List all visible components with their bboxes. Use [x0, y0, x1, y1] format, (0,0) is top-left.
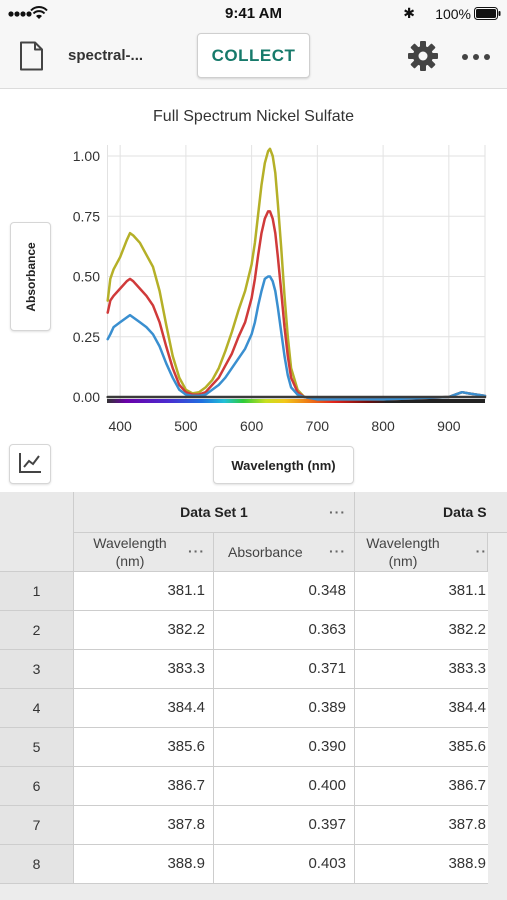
row-index[interactable]: 8	[0, 845, 74, 884]
table-cell[interactable]: 381.1	[355, 572, 488, 611]
file-name[interactable]: spectral-...	[68, 47, 144, 64]
signal-icon	[8, 11, 32, 17]
table-cell[interactable]: 384.4	[355, 689, 488, 728]
gear-icon[interactable]	[407, 40, 439, 72]
spectrum-chart[interactable]: 400 500 600 700 800 900 0.00 0.25 0.50 0.75 1.00	[0, 130, 507, 440]
row-index[interactable]: 3	[0, 650, 74, 689]
toolbar: spectral-... COLLECT	[0, 28, 507, 89]
column-label: Wavelength (nm)	[93, 535, 167, 569]
series-line	[106, 210, 487, 401]
status-bar: 9:41 AM ✱ 100%	[0, 0, 507, 28]
column-header[interactable]: Wavelength (nm) ··	[355, 533, 488, 572]
dataset-header[interactable]: Data Set 1 ···	[74, 492, 355, 533]
collect-button[interactable]: COLLECT	[197, 33, 310, 78]
table-cell[interactable]: 386.7	[74, 767, 214, 806]
y-tick-label: 0.50	[73, 269, 100, 285]
table-cell[interactable]: 388.9	[74, 845, 214, 884]
column-label: Wavelength (nm)	[366, 535, 440, 569]
x-tick-label: 400	[108, 418, 132, 434]
y-tick-label: 0.25	[73, 329, 100, 345]
dataset-more-icon[interactable]: ···	[329, 504, 346, 520]
status-time: 9:41 AM	[225, 5, 282, 22]
battery-percent: 100%	[435, 6, 471, 22]
x-tick-label: 600	[240, 418, 264, 434]
bluetooth-icon: ✱	[403, 5, 415, 21]
table-cell[interactable]: 387.8	[74, 806, 214, 845]
table-cell[interactable]: 386.7	[355, 767, 488, 806]
table-cell[interactable]: 0.371	[214, 650, 355, 689]
y-tick-label: 1.00	[73, 148, 100, 164]
series-line	[106, 275, 487, 401]
table-cell[interactable]: 384.4	[74, 689, 214, 728]
wifi-icon	[30, 6, 48, 19]
row-index[interactable]: 7	[0, 806, 74, 845]
row-index[interactable]: 2	[0, 611, 74, 650]
row-index[interactable]: 1	[0, 572, 74, 611]
graph-tool-icon	[19, 452, 41, 473]
table-cell[interactable]: 0.348	[214, 572, 355, 611]
y-tick-label: 0.00	[73, 389, 100, 405]
dataset-name: Data S	[443, 504, 487, 520]
table-cell[interactable]: 385.6	[74, 728, 214, 767]
table-cell[interactable]: 0.397	[214, 806, 355, 845]
table-cell[interactable]: 382.2	[74, 611, 214, 650]
data-table: Data Set 1 ··· Data S Wavelength (nm) ··…	[0, 492, 507, 900]
file-icon[interactable]	[19, 41, 44, 71]
table-cell[interactable]: 0.403	[214, 845, 355, 884]
x-tick-label: 500	[174, 418, 198, 434]
y-axis-label-button[interactable]: Absorbance	[10, 222, 51, 331]
table-cell[interactable]: 383.3	[355, 650, 488, 689]
x-tick-label: 800	[371, 418, 395, 434]
x-tick-label: 900	[437, 418, 461, 434]
column-more-icon[interactable]: ···	[329, 543, 346, 559]
column-label: Absorbance	[228, 544, 303, 560]
column-more-icon[interactable]: ···	[188, 543, 205, 559]
row-index[interactable]: 5	[0, 728, 74, 767]
table-cell[interactable]: 0.400	[214, 767, 355, 806]
table-cell[interactable]: 0.363	[214, 611, 355, 650]
table-cell[interactable]: 382.2	[355, 611, 488, 650]
spectrum-color-bar	[107, 399, 485, 403]
row-index[interactable]: 6	[0, 767, 74, 806]
column-header[interactable]: Wavelength (nm) ···	[74, 533, 214, 572]
x-axis-label-button[interactable]: Wavelength (nm)	[213, 446, 354, 484]
table-cell[interactable]: 385.6	[355, 728, 488, 767]
table-cell[interactable]: 388.9	[355, 845, 488, 884]
x-tick-label: 700	[306, 418, 330, 434]
chart-title: Full Spectrum Nickel Sulfate	[153, 108, 354, 125]
table-cell[interactable]: 0.390	[214, 728, 355, 767]
table-cell[interactable]: 383.3	[74, 650, 214, 689]
graph-tools-button[interactable]	[9, 444, 51, 484]
battery-icon	[474, 7, 501, 20]
column-header[interactable]: Absorbance ···	[214, 533, 355, 572]
column-more-icon[interactable]: ··	[475, 543, 487, 559]
table-cell[interactable]: 387.8	[355, 806, 488, 845]
row-index[interactable]: 4	[0, 689, 74, 728]
table-cell[interactable]: 381.1	[74, 572, 214, 611]
table-corner	[0, 492, 74, 572]
table-cell[interactable]: 0.389	[214, 689, 355, 728]
more-icon[interactable]	[461, 53, 491, 61]
dataset-name: Data Set 1	[180, 504, 248, 520]
y-tick-label: 0.75	[73, 208, 100, 224]
dataset-header[interactable]: Data S	[355, 492, 507, 533]
